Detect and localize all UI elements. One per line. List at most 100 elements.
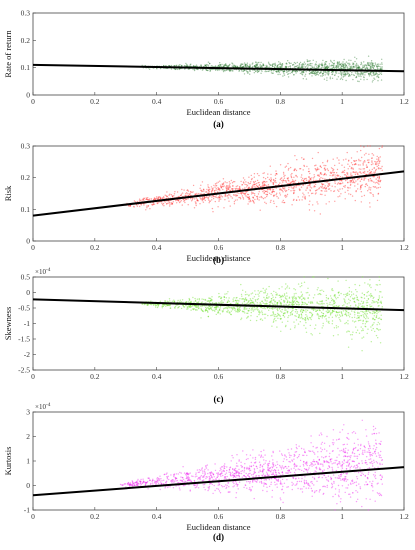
scatter-point xyxy=(183,306,186,308)
scatter-point xyxy=(322,313,325,315)
scatter-point xyxy=(368,180,370,182)
scatter-point xyxy=(272,72,274,74)
scatter-point xyxy=(237,308,239,310)
scatter-point xyxy=(320,67,323,69)
scatter-point xyxy=(293,464,295,466)
scatter-point xyxy=(344,198,346,200)
scatter-point xyxy=(345,64,347,67)
scatter-point xyxy=(206,309,208,312)
scatter-point xyxy=(194,193,196,195)
scatter-point xyxy=(370,192,372,194)
scatter-point xyxy=(366,67,368,70)
scatter-point xyxy=(328,201,330,203)
scatter-point xyxy=(263,185,265,187)
scatter-point xyxy=(306,63,309,66)
scatter-point xyxy=(316,167,319,169)
scatter-point xyxy=(281,66,283,69)
scatter-point xyxy=(380,72,382,74)
scatter-point xyxy=(366,483,369,485)
scatter-point xyxy=(232,298,234,300)
scatter-point xyxy=(305,463,307,465)
scatter-point xyxy=(288,471,290,473)
scatter-point xyxy=(252,201,255,203)
scatter-point xyxy=(301,302,304,304)
scatter-point xyxy=(305,303,308,306)
scatter-point xyxy=(293,458,295,460)
scatter-point xyxy=(292,64,294,66)
scatter-point xyxy=(295,309,298,311)
scatter-point xyxy=(295,296,297,299)
scatter-point xyxy=(250,174,252,177)
scatter-point xyxy=(192,308,194,310)
scatter-point xyxy=(222,308,225,310)
scatter-point xyxy=(254,194,256,197)
scatter-point xyxy=(268,474,270,476)
scatter-point xyxy=(321,75,323,77)
scatter-point xyxy=(209,308,211,310)
scatter-point xyxy=(280,295,282,297)
scatter-point xyxy=(289,314,292,316)
scatter-point xyxy=(331,466,333,469)
x-axis-label: Euclidean distance xyxy=(187,253,251,263)
scatter-point xyxy=(367,317,369,319)
y-axis-label: Risk xyxy=(3,185,13,201)
scatter-point xyxy=(318,317,320,319)
scatter-point xyxy=(168,298,171,300)
scatter-point xyxy=(351,338,353,340)
scatter-point xyxy=(377,192,380,195)
scatter-point xyxy=(263,180,265,183)
scatter-point xyxy=(276,486,278,488)
scatter-point xyxy=(190,309,192,311)
scatter-point xyxy=(365,320,367,322)
scatter-point xyxy=(183,200,185,202)
scatter-point xyxy=(323,164,325,167)
scatter-point xyxy=(238,70,240,72)
scatter-point xyxy=(135,484,138,486)
scatter-point xyxy=(249,182,252,185)
x-tick-label: 0.8 xyxy=(276,97,286,106)
scatter-point xyxy=(220,65,222,68)
scatter-point xyxy=(204,64,207,67)
scatter-point xyxy=(166,202,168,205)
scatter-point xyxy=(370,73,372,76)
scatter-point xyxy=(315,64,318,66)
scatter-point xyxy=(311,75,313,77)
scatter-point xyxy=(193,484,196,487)
scatter-point xyxy=(256,315,258,318)
scatter-point xyxy=(305,189,307,191)
scatter-point xyxy=(280,499,282,501)
scatter-point xyxy=(276,293,278,295)
scatter-point xyxy=(182,306,185,308)
scatter-point xyxy=(176,199,178,201)
scatter-point xyxy=(336,464,339,466)
scatter-point xyxy=(288,61,290,64)
scatter-point xyxy=(213,307,216,309)
scatter-point xyxy=(248,201,250,203)
scatter-point xyxy=(292,64,294,66)
scatter-point xyxy=(186,64,188,67)
scatter-point xyxy=(217,310,219,312)
scatter-point xyxy=(173,301,176,303)
scatter-point xyxy=(266,306,269,309)
scatter-point xyxy=(363,160,366,162)
scatter-point xyxy=(368,75,371,77)
scatter-point xyxy=(284,454,286,456)
scatter-point xyxy=(186,472,188,474)
scatter-point xyxy=(367,298,370,300)
scatter-point xyxy=(251,307,253,309)
scatter-point xyxy=(345,73,347,76)
scatter-point xyxy=(339,473,342,476)
scatter-point xyxy=(202,197,204,199)
scatter-point xyxy=(380,478,382,480)
scatter-point xyxy=(266,195,268,198)
scatter-point xyxy=(340,311,343,313)
scatter-point xyxy=(306,303,309,306)
scatter-point xyxy=(314,74,317,76)
scatter-point xyxy=(341,180,343,182)
scatter-point xyxy=(169,307,171,309)
scatter-point xyxy=(207,489,209,492)
scatter-point xyxy=(335,72,337,74)
scatter-point xyxy=(237,302,239,304)
scatter-point xyxy=(291,179,294,181)
scatter-point xyxy=(319,72,321,74)
